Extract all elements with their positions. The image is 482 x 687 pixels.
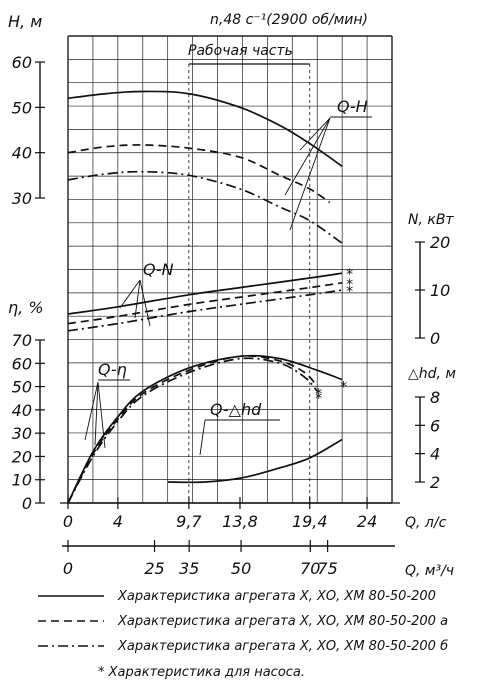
x-axis-tick-label: 19,4 [292, 512, 328, 531]
npsh-axis-tick-label: 2 [430, 473, 440, 492]
qh-curve-dashdot [67, 170, 343, 245]
npsh-axis-tick-label: 4 [430, 445, 440, 464]
x-axis-tick-label: 4 [113, 512, 123, 531]
efficiency-axis-label: η, % [8, 298, 44, 317]
qh-label-leader [299, 117, 331, 151]
curves [67, 90, 343, 504]
power-axis-tick-label: 0 [430, 329, 440, 348]
qhd-curve-label: Q-△hd [210, 400, 262, 419]
power-axis-label: N, кВт [408, 212, 454, 228]
x-axis-tick-label: 24 [357, 512, 377, 531]
qeta-curve-dashed [67, 355, 318, 504]
qn-label-leader [134, 279, 141, 319]
head-axis-tick-label: 40 [12, 144, 32, 163]
qh-curve-label: Q-H [337, 97, 368, 116]
pump-only-marker: * [340, 380, 347, 396]
chart-title: n,48 c⁻¹(2900 об/мин) [210, 12, 368, 28]
legend-samples [38, 595, 104, 647]
qh-curve-solid [67, 90, 343, 167]
efficiency-axis-tick-label: 40 [12, 401, 32, 420]
qn-label-leader [119, 279, 141, 309]
x-axis-tick-label: 0 [63, 512, 73, 531]
efficiency-axis-tick-label: 0 [22, 494, 32, 513]
head-axis-tick-label: 30 [12, 189, 32, 208]
legend-dashdot-text: Характеристика агрегата Х, ХО, ХМ 80-50-… [117, 639, 448, 654]
x-axis-label: Q, л/с [405, 515, 447, 531]
working-range-label: Рабочая часть [188, 43, 293, 59]
x-axis-tick-label: 13,8 [222, 512, 258, 531]
qn-curve-dashed [67, 281, 343, 325]
head-axis-tick-label: 60 [12, 53, 32, 72]
x2-axis-tick-label: 70 [300, 559, 320, 578]
legend-solid-text: Характеристика агрегата Х, ХО, ХМ 80-50-… [117, 589, 436, 604]
qh-curve-dashed [67, 144, 331, 204]
efficiency-axis-tick-label: 30 [12, 424, 32, 443]
qhd-label-leader [199, 419, 206, 456]
efficiency-axis-tick-label: 60 [12, 354, 32, 373]
npsh-axis-tick-label: 6 [430, 416, 440, 435]
grid [67, 35, 393, 504]
pump-only-marker: * [346, 277, 353, 293]
qeta-curve-dashdot [67, 357, 318, 504]
efficiency-axis-tick-label: 50 [12, 378, 32, 397]
head-axis-tick-label: 50 [12, 98, 32, 117]
pump-only-marker: * [315, 387, 322, 403]
efficiency-axis-tick-label: 10 [12, 471, 32, 490]
npsh-axis-label: △hd, м [408, 366, 456, 382]
pump-only-marker: * [315, 391, 322, 407]
efficiency-axis-tick-label: 70 [12, 331, 32, 350]
qeta-curve-solid [67, 354, 343, 504]
legend-dashed-text: Характеристика агрегата Х, ХО, ХМ 80-50-… [117, 614, 448, 629]
x2-axis-tick-label: 25 [144, 559, 164, 578]
x2-axis-tick-label: 75 [317, 559, 337, 578]
efficiency-axis-tick-label: 20 [12, 447, 32, 466]
x2-axis-tick-label: 0 [63, 559, 73, 578]
legend-note-text: * Характеристика для насоса. [98, 665, 305, 680]
qh-label-leader [289, 117, 331, 231]
labels: n,48 c⁻¹(2900 об/мин) H, м N, кВт η, % △… [8, 12, 456, 680]
x2-axis-label: Q, м³/ч [405, 563, 454, 579]
qeta-label-leader [84, 381, 99, 441]
pump-only-marker: * [346, 284, 353, 300]
power-axis-tick-label: 20 [430, 233, 450, 252]
x2-axis-tick-label: 35 [179, 559, 199, 578]
x-axis-tick-label: 9,7 [176, 512, 202, 531]
qh-label-leader [284, 117, 331, 196]
power-axis-tick-label: 10 [430, 281, 450, 300]
axes [35, 61, 425, 552]
x2-axis-tick-label: 50 [231, 559, 251, 578]
qn-curve-label: Q-N [143, 260, 174, 279]
pump-only-marker: * [346, 267, 353, 283]
qn-curve-dashdot [67, 289, 343, 332]
qeta-curve-label: Q-η [98, 360, 127, 379]
head-axis-label: H, м [8, 12, 42, 31]
qn-curve-solid [67, 272, 343, 315]
npsh-axis-tick-label: 8 [430, 388, 440, 407]
qhd-curve [167, 438, 343, 484]
qeta-label-leader [97, 381, 106, 449]
qeta-label-leader [94, 381, 99, 446]
